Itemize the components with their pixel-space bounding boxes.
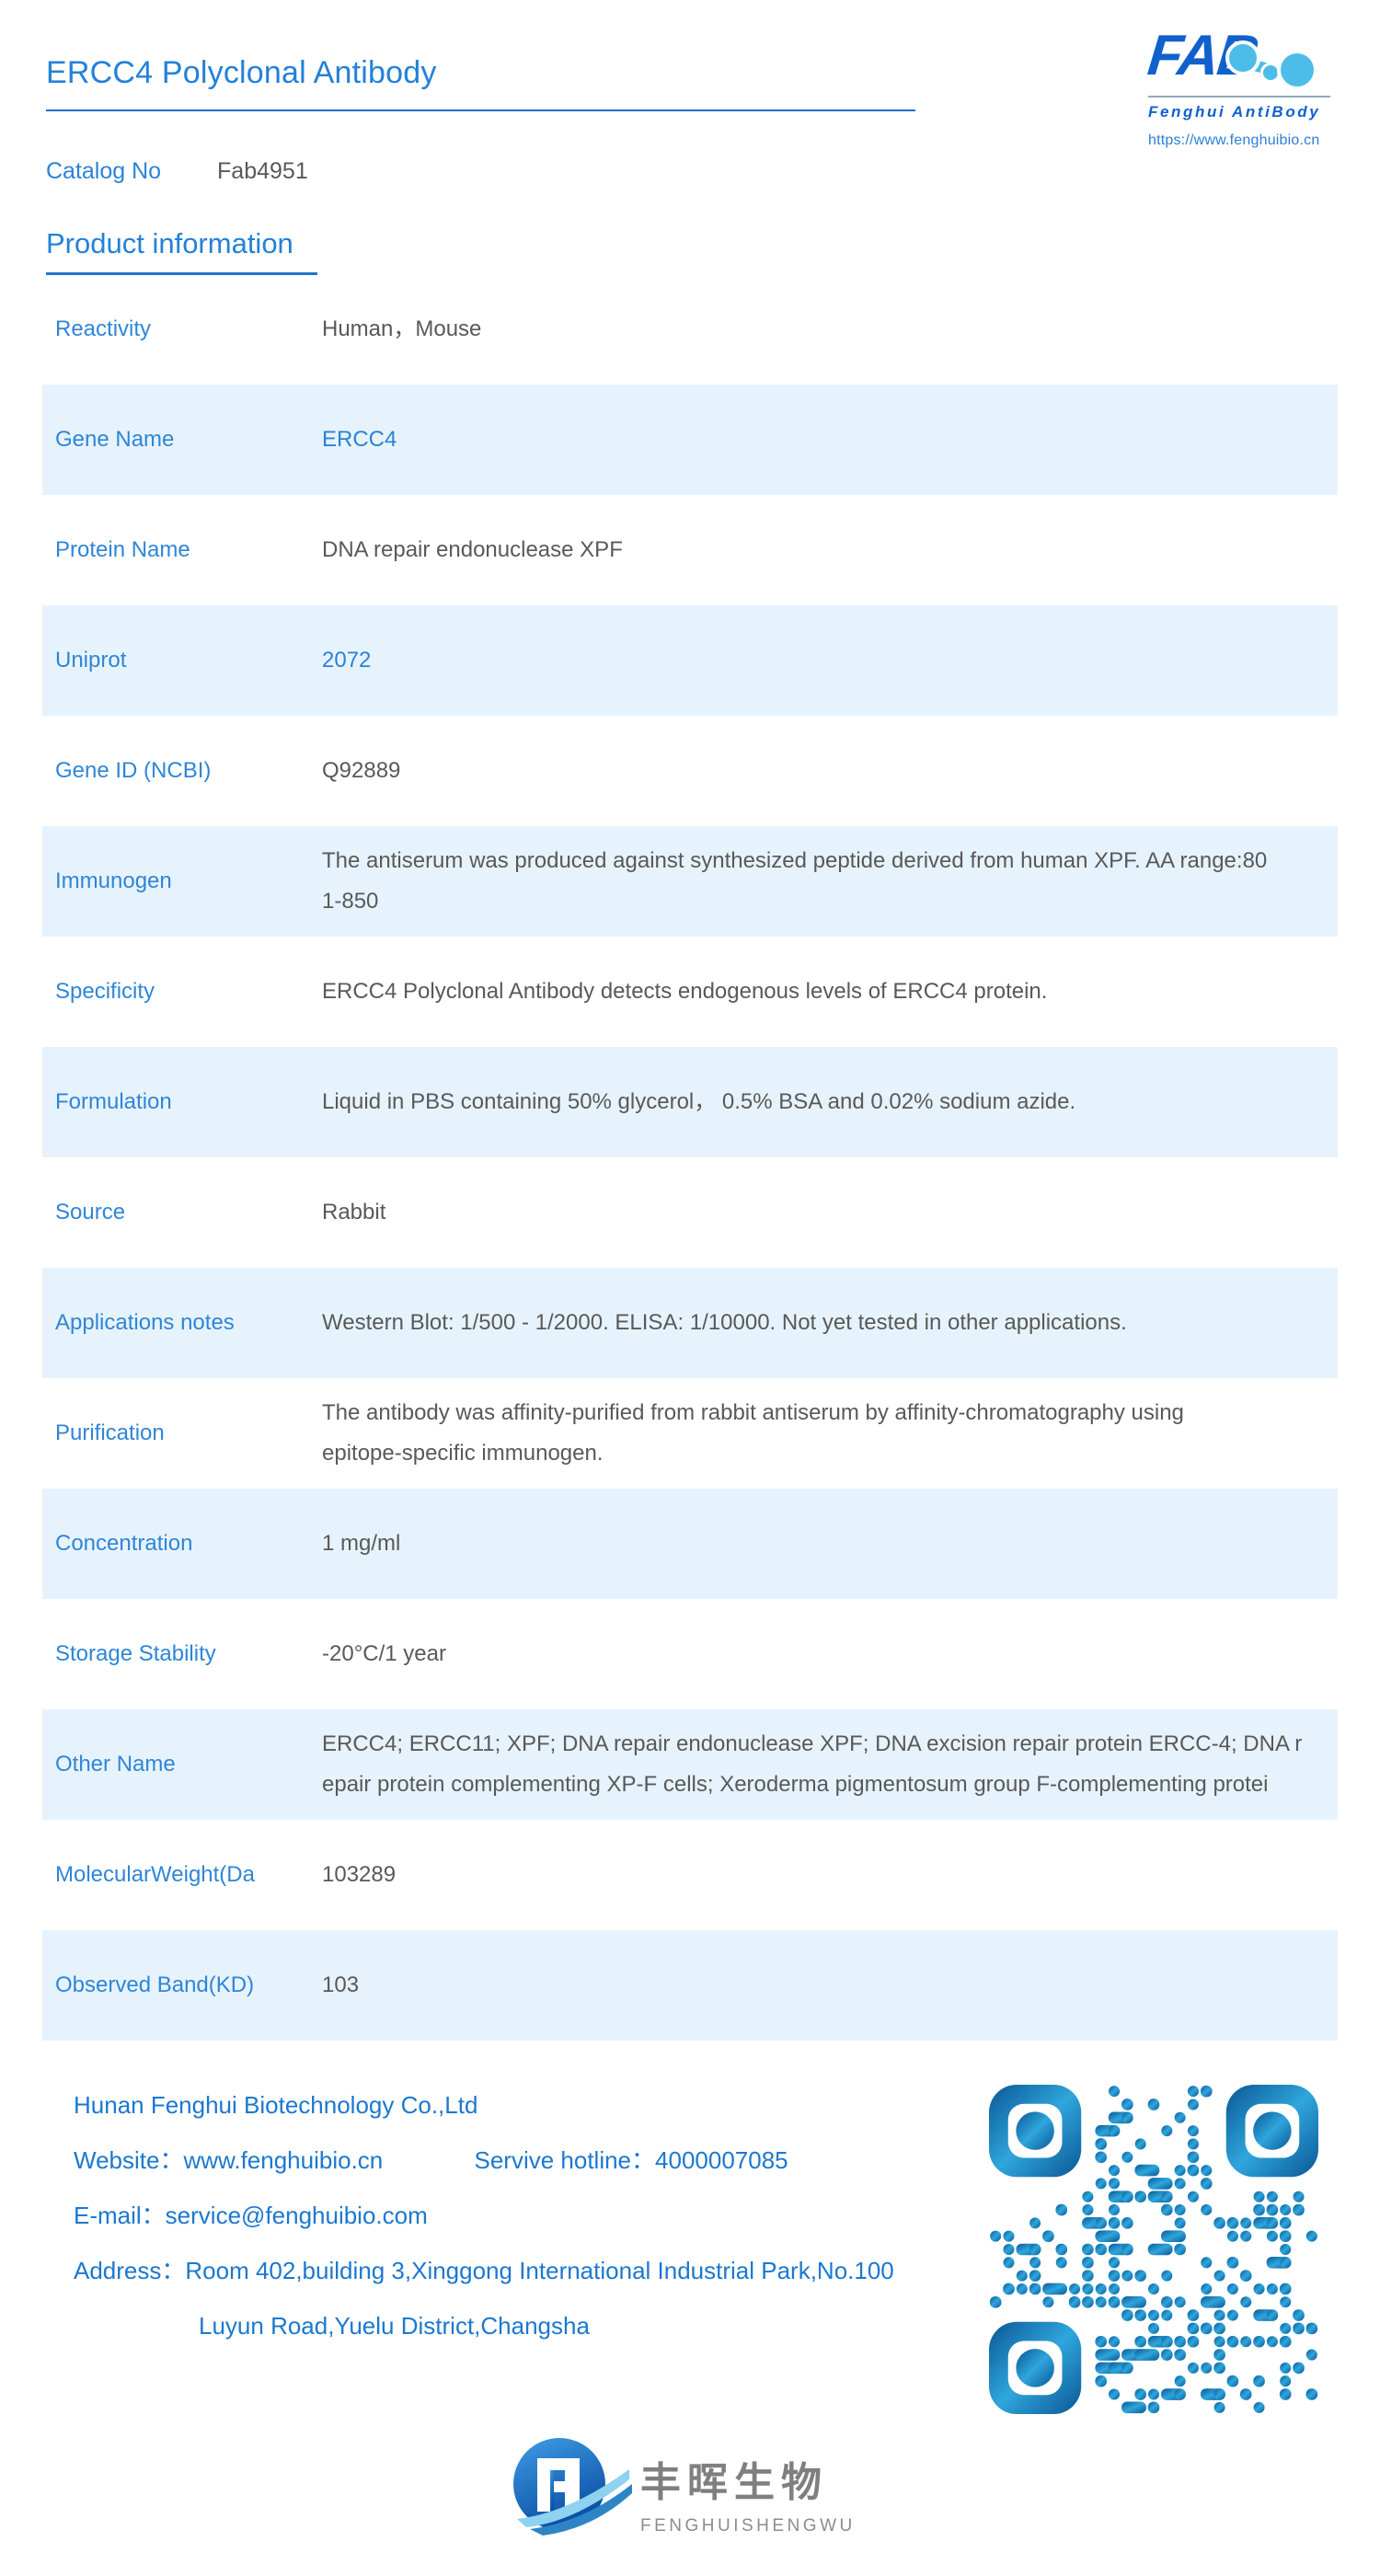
table-row: Reactivity Human，Mouse	[42, 274, 1338, 385]
row-label: Other Name	[55, 1752, 176, 1777]
row-value-line: The antiserum was produced against synth…	[322, 848, 1268, 873]
table-row: Storage Stability -20°C/1 year	[42, 1599, 1338, 1709]
row-value-line: 103289	[322, 1862, 397, 1887]
row-value: 1 mg/ml	[322, 1524, 1338, 1564]
row-label: Protein Name	[55, 537, 190, 562]
product-table: Reactivity Human，Mouse Gene Name ERCC4 Prote…	[42, 274, 1338, 2041]
row-value: The antiserum was produced against synth…	[322, 841, 1338, 922]
table-row: Formulation Liquid in PBS containing 50% …	[42, 1047, 1338, 1157]
row-value[interactable]: 2072	[322, 640, 1338, 681]
row-value: -20°C/1 year	[322, 1634, 1338, 1674]
row-value-line: DNA repair endonuclease XPF	[322, 537, 623, 562]
fab-logo-wordmark: FAB	[1144, 24, 1337, 92]
row-value-line: ERCC4; ERCC11; XPF; DNA repair endonucle…	[322, 1731, 1303, 1756]
row-value-line: 2072	[322, 648, 372, 673]
company-logo: FAB Fenghui AntiBody https://www.fenghui…	[1144, 24, 1337, 149]
row-value-line: Q92889	[322, 758, 401, 783]
table-row: Immunogen The antiserum was produced agai…	[42, 826, 1338, 937]
service-hotline: Servive hotline：4000007085	[474, 2146, 788, 2174]
row-value: Human，Mouse	[322, 309, 1338, 350]
molecule-dot-icon	[1225, 40, 1260, 75]
row-value: 103289	[322, 1855, 1338, 1895]
footer-logo-english: FENGHUISHENGWU	[640, 2516, 856, 2536]
row-value-line: 1 mg/ml	[322, 1531, 401, 1556]
page-title: ERCC4 Polyclonal Antibody	[46, 55, 437, 90]
footer-logo-chinese: 丰晖生物	[640, 2460, 828, 2505]
address-line-2: Luyun Road,Yuelu District,Changsha	[199, 2312, 590, 2340]
fenghui-globe-icon	[513, 2438, 632, 2536]
row-value-line: ERCC4	[322, 427, 397, 452]
row-value: The antibody was affinity-purified from …	[322, 1393, 1338, 1474]
row-value[interactable]: ERCC4	[322, 420, 1338, 460]
title-divider	[46, 109, 915, 111]
table-row: Gene ID (NCBI) Q92889	[42, 716, 1338, 826]
row-label: Purification	[55, 1420, 165, 1445]
table-row: Gene Name ERCC4	[42, 385, 1338, 495]
row-value: Rabbit	[322, 1192, 1338, 1233]
row-value: ERCC4; ERCC11; XPF; DNA repair endonucle…	[322, 1724, 1338, 1805]
row-value: Q92889	[322, 751, 1338, 791]
molecule-dot-icon	[1277, 50, 1317, 90]
row-label: Immunogen	[55, 868, 172, 893]
logo-divider	[1148, 96, 1330, 98]
row-label: Applications notes	[55, 1310, 235, 1335]
row-value-line: Liquid in PBS containing 50% glycerol， 0…	[322, 1089, 1076, 1114]
row-label: Concentration	[55, 1531, 193, 1556]
table-row: Concentration 1 mg/ml	[42, 1489, 1338, 1599]
row-label: Storage Stability	[55, 1641, 216, 1666]
table-row: Observed Band(KD) 103	[42, 1930, 1338, 2041]
row-label: Specificity	[55, 979, 155, 1004]
table-row: Specificity ERCC4 Polyclonal Antibody det…	[42, 937, 1338, 1047]
row-value-line: 103	[322, 1972, 360, 1997]
row-label: Uniprot	[55, 648, 127, 673]
brand-name: Fenghui AntiBody	[1148, 103, 1321, 121]
table-row: Other Name ERCC4; ERCC11; XPF; DNA repair…	[42, 1709, 1338, 1820]
row-value-line: Western Blot: 1/500 - 1/2000. ELISA: 1/1…	[322, 1310, 1127, 1335]
row-label: Source	[55, 1200, 126, 1225]
website-link[interactable]: Website：www.fenghuibio.cn	[74, 2146, 384, 2174]
row-value-line: -20°C/1 year	[322, 1641, 446, 1666]
row-value: ERCC4 Polyclonal Antibody detects endoge…	[322, 972, 1338, 1012]
section-divider	[46, 272, 317, 275]
row-value: Western Blot: 1/500 - 1/2000. ELISA: 1/1…	[322, 1303, 1338, 1343]
row-value-line: epair protein complementing XP-F cells; …	[322, 1772, 1269, 1797]
website-hotline-line: Website：www.fenghuibio.cn Servive hotlin…	[74, 2133, 975, 2188]
table-row: MolecularWeight(Da 103289	[42, 1820, 1338, 1930]
catalog-line: Catalog No Fab4951	[46, 158, 308, 185]
brand-url-link[interactable]: https://www.fenghuibio.cn	[1148, 132, 1320, 148]
footer-logo-text: 丰晖生物 FENGHUISHENGWU	[640, 2449, 856, 2536]
company-name: Hunan Fenghui Biotechnology Co.,Ltd	[74, 2091, 478, 2119]
table-row: Protein Name DNA repair endonuclease XPF	[42, 495, 1338, 605]
row-label: Formulation	[55, 1089, 172, 1114]
row-value-line: Rabbit	[322, 1200, 386, 1225]
row-label: Gene Name	[55, 427, 175, 452]
email-link[interactable]: E-mail：service@fenghuibio.com	[74, 2202, 428, 2229]
row-value-line: Human，Mouse	[322, 316, 482, 341]
catalog-number: Fab4951	[217, 158, 308, 184]
table-row: Applications notes Western Blot: 1/500 - …	[42, 1268, 1338, 1378]
row-label: MolecularWeight(Da	[55, 1862, 255, 1887]
table-row: Purification The antibody was affinity-pu…	[42, 1378, 1338, 1489]
catalog-label: Catalog No	[46, 158, 162, 184]
qr-code	[989, 2085, 1318, 2414]
address-line-1: Address：Room 402,building 3,Xinggong Int…	[74, 2257, 894, 2284]
row-label: Observed Band(KD)	[55, 1972, 255, 1997]
row-label: Gene ID (NCBI)	[55, 758, 212, 783]
table-row: Uniprot 2072	[42, 605, 1338, 716]
row-value-line: epitope-specific immunogen.	[322, 1441, 604, 1466]
row-value-line: 1-850	[322, 889, 379, 914]
row-value-line: ERCC4 Polyclonal Antibody detects endoge…	[322, 979, 1048, 1004]
section-heading: Product information	[46, 227, 293, 259]
row-value: DNA repair endonuclease XPF	[322, 530, 1338, 570]
row-value: Liquid in PBS containing 50% glycerol， 0…	[322, 1082, 1338, 1122]
row-value: 103	[322, 1965, 1338, 2006]
contact-block: Hunan Fenghui Biotechnology Co.,Ltd Webs…	[74, 2077, 975, 2353]
footer-logo: 丰晖生物 FENGHUISHENGWU	[512, 2436, 856, 2539]
table-row: Source Rabbit	[42, 1157, 1338, 1268]
row-value-line: The antibody was affinity-purified from …	[322, 1400, 1184, 1425]
row-label: Reactivity	[55, 316, 152, 341]
